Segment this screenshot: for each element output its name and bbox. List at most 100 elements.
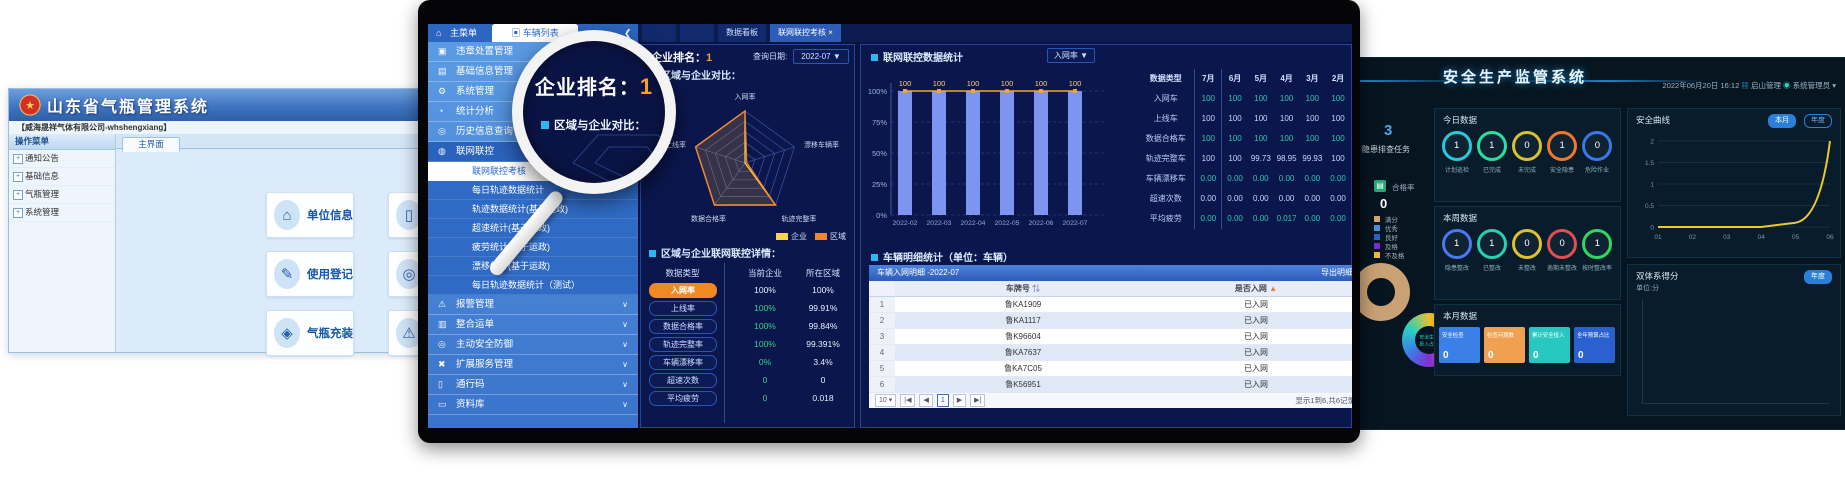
expand-plus-icon[interactable]: + <box>13 172 23 182</box>
data-type-button[interactable]: 平均疲劳 <box>649 391 717 406</box>
home-icon[interactable]: ⌂ <box>436 28 442 38</box>
export-button[interactable]: 导出明细 <box>1321 268 1352 277</box>
sidebar-menu-item[interactable]: + 气瓶管理 <box>9 186 115 204</box>
sidebar-menu-item[interactable]: ▯ 通行码 ∨ <box>428 375 638 395</box>
vehicle-list-tab[interactable]: ▣ 车辆列表 <box>492 24 578 42</box>
sidebar-menu-item[interactable]: ◎ 主动安全防御 ∨ <box>428 335 638 355</box>
menu-list: + 通知公告 + 基础信息 + 气瓶管理 + 系统管理 <box>9 150 115 222</box>
monthly-row: 上线车 100 100 100 100 100 100 <box>1137 109 1351 129</box>
stat-card-value: 0 <box>1533 350 1539 361</box>
close-icon[interactable]: × <box>828 28 833 37</box>
data-type-button[interactable]: 数据合格率 <box>649 319 717 334</box>
shortcut-card[interactable]: ◈ 气瓶充装 <box>266 310 354 356</box>
legend-item: 及格 <box>1374 243 1404 252</box>
svg-text:0%: 0% <box>876 211 887 220</box>
svg-text:25%: 25% <box>872 180 887 189</box>
sort-icon[interactable]: ⇅ <box>1032 284 1041 293</box>
first-page-button[interactable]: |◀ <box>900 394 916 407</box>
table-row[interactable]: 6 鲁K56951 已入网 <box>869 377 1352 393</box>
legend-item: 满分 <box>1374 216 1404 225</box>
menu-item-label: 报警管理 <box>456 299 495 310</box>
chevron-down-icon[interactable]: ▾ <box>1832 81 1836 90</box>
stat-card[interactable]: 检查问题数 0 <box>1484 327 1525 363</box>
data-type-button[interactable]: 入网率 <box>649 283 717 298</box>
year-filter-button[interactable]: 年度 <box>1804 114 1832 128</box>
tab-main-screen[interactable]: 主界面 <box>122 137 180 152</box>
sidebar-menu-item[interactable]: 疲劳统计(基于运政) <box>428 238 638 257</box>
data-type-button[interactable]: 车辆漂移率 <box>649 355 717 370</box>
collapse-sidebar-icon[interactable]: ❮ <box>624 28 632 38</box>
stat-card[interactable]: 全年预算占比 0 <box>1574 327 1615 363</box>
stat-card[interactable]: 安全检查 0 <box>1439 327 1480 363</box>
expand-plus-icon[interactable]: + <box>13 154 23 164</box>
header-user-info[interactable]: 2022年06月20日 16:12 ▦ 启山管理 ◉ 系统管理员 ▾ <box>1663 80 1836 91</box>
dashboard-main: 企业排名：1 查询日期: 2022-07 ▼ 区域与企业对比： 入网率 漂移车辆率… <box>638 42 1352 428</box>
menu-item-icon: ◎ <box>438 339 446 349</box>
stat-card[interactable]: 累计安全投入 0 <box>1529 327 1570 363</box>
sidebar-menu-item[interactable]: 每日轨迹数据统计（测试） <box>428 276 638 295</box>
sort-asc-icon[interactable]: ▲ <box>1269 284 1278 293</box>
sidebar-menu-item[interactable]: + 通知公告 <box>9 150 115 168</box>
svg-text:04: 04 <box>1758 234 1766 241</box>
row-number: 3 <box>869 329 895 344</box>
sidebar-menu-item[interactable]: 漂移统计(基于运政) <box>428 257 638 276</box>
expand-plus-icon[interactable]: + <box>13 190 23 200</box>
hidden-danger-label: 隐患排查任务 <box>1362 145 1410 154</box>
svg-text:上线率: 上线率 <box>665 140 686 149</box>
menu-item-label: 基础信息 <box>25 171 60 181</box>
prev-page-button[interactable]: ◀ <box>919 394 933 407</box>
last-page-button[interactable]: ▶| <box>970 394 986 407</box>
page-size-select[interactable]: 10 ▾ <box>875 394 897 407</box>
data-type-button[interactable]: 上线率 <box>649 301 717 316</box>
sidebar-menu-item[interactable]: ▥ 整合运单 ∨ <box>428 315 638 335</box>
row-label: 平均疲劳 <box>1137 209 1196 229</box>
sidebar-menu-item[interactable]: + 基础信息 <box>9 168 115 186</box>
next-page-button[interactable]: ▶ <box>952 394 967 407</box>
sidebar-menu-item[interactable]: ✖ 扩展服务管理 ∨ <box>428 355 638 375</box>
current-page[interactable]: 1 <box>936 394 949 407</box>
table-row[interactable]: 1 鲁KA1909 已入网 <box>869 297 1352 313</box>
table-row[interactable]: 2 鲁KA1117 已入网 <box>869 313 1352 329</box>
table-row[interactable]: 5 鲁KA7C05 已入网 <box>869 361 1352 377</box>
region-value: 99.84% <box>808 321 838 331</box>
network-status: 已入网 <box>1244 332 1268 341</box>
menu-item-label: 通知公告 <box>25 153 60 163</box>
query-date-dropdown[interactable]: 2022-07 ▼ <box>793 49 849 64</box>
table-row[interactable]: 4 鲁KA7637 已入网 <box>869 345 1352 361</box>
menu-item-label: 违章处置管理 <box>456 46 514 57</box>
network-status: 已入网 <box>1244 348 1268 357</box>
column-divider <box>724 263 725 423</box>
table-row[interactable]: 3 鲁K96604 已入网 <box>869 329 1352 345</box>
svg-text:75%: 75% <box>872 118 887 127</box>
expand-plus-icon[interactable]: + <box>13 208 23 218</box>
home-menu-label[interactable]: 主菜单 <box>450 28 478 38</box>
legend-color-swatch <box>1374 252 1380 258</box>
data-type-button[interactable]: 轨迹完整率 <box>649 337 717 352</box>
workspace-tab[interactable]: 数据看板 <box>718 24 766 42</box>
year-filter-button[interactable]: 年度 <box>1804 270 1832 284</box>
stats-filter-dropdown[interactable]: 入网率 ▼ <box>1047 48 1095 63</box>
sidebar-menu-item[interactable]: + 系统管理 <box>9 204 115 222</box>
data-type-button[interactable]: 超速次数 <box>649 373 717 388</box>
caret-down-icon: ▼ <box>832 52 841 61</box>
card-icon: ⌂ <box>274 200 300 230</box>
month-header-cell: 3月 <box>1306 74 1319 83</box>
shortcut-card[interactable]: ✎ 使用登记 <box>266 251 354 297</box>
month-filter-button[interactable]: 本月 <box>1768 114 1796 128</box>
workspace-tab[interactable] <box>642 24 676 42</box>
tab-label: 联网联控考核 <box>778 28 826 37</box>
gauge-ring: 1 安全隐患 <box>1545 131 1579 174</box>
sidebar-menu-item[interactable]: ▭ 资料库 ∨ <box>428 395 638 415</box>
workspace-tab[interactable]: 联网联控考核 × <box>770 24 841 42</box>
menu-item-icon: ⚙ <box>438 86 447 96</box>
shortcut-card[interactable]: ⌂ 单位信息 <box>266 192 354 238</box>
company-value: 100% <box>754 339 776 349</box>
sidebar-menu-item[interactable]: ⚠ 报警管理 ∨ <box>428 295 638 315</box>
gauge-ring: 0 逾期未整改 <box>1545 229 1579 272</box>
workspace-tab[interactable] <box>680 24 714 42</box>
network-stats-panel: 联网联控数据统计 入网率 ▼ 100% 75% 50% 25% 0% 100 100 100 1… <box>860 44 1352 428</box>
detail-table-rows: 入网率 100% 100% 上线率 100% 99.91% 数据合格率 100%… <box>641 281 854 427</box>
row-number: 2 <box>869 313 895 328</box>
svg-text:2022-04: 2022-04 <box>961 220 986 227</box>
svg-text:2022-07: 2022-07 <box>1063 220 1088 227</box>
